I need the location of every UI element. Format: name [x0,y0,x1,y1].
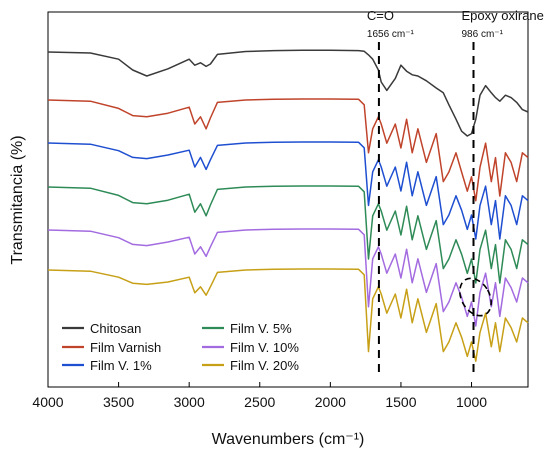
annotation-sublabel: 986 cm⁻¹ [462,29,504,40]
legend-label: Film Varnish [90,340,161,355]
annotation-label: C=O [367,8,394,23]
x-tick-label: 1500 [385,394,416,410]
x-tick-label: 2500 [244,394,275,410]
series-line [47,228,529,327]
legend-label: Film V. 20% [230,358,299,373]
epoxy-highlight-ellipse [458,277,493,317]
series-line [47,185,529,284]
x-axis-ticks: 4000 3500 3000 2500 2000 1500 1000 [32,382,487,410]
series-line [47,49,529,137]
series-line [47,268,529,362]
x-tick-label: 4000 [32,394,63,410]
x-tick-label: 3000 [174,394,205,410]
legend-label: Film V. 5% [230,321,292,336]
y-axis-title: Transmitancia (%) [9,135,26,264]
legend: Chitosan Film Varnish Film V. 1% Film V. 5%… [62,321,299,373]
series-line [47,98,529,202]
x-axis-title: Wavenumbers (cm⁻¹) [212,431,365,448]
plot-frame [47,11,529,388]
x-tick-label: 1000 [456,394,487,410]
x-tick-label: 2000 [315,394,346,410]
legend-label: Film V. 1% [90,358,152,373]
x-tick-label: 3500 [103,394,134,410]
annotation-layer: C=O 1656 cm⁻¹ Epoxy oxirane 986 cm⁻¹ [367,8,544,377]
series-line [47,141,529,240]
annotation-sublabel: 1656 cm⁻¹ [367,29,415,40]
series-layer [47,49,529,362]
legend-label: Chitosan [90,321,141,336]
annotation-label: Epoxy oxirane [462,8,544,23]
legend-label: Film V. 10% [230,340,299,355]
